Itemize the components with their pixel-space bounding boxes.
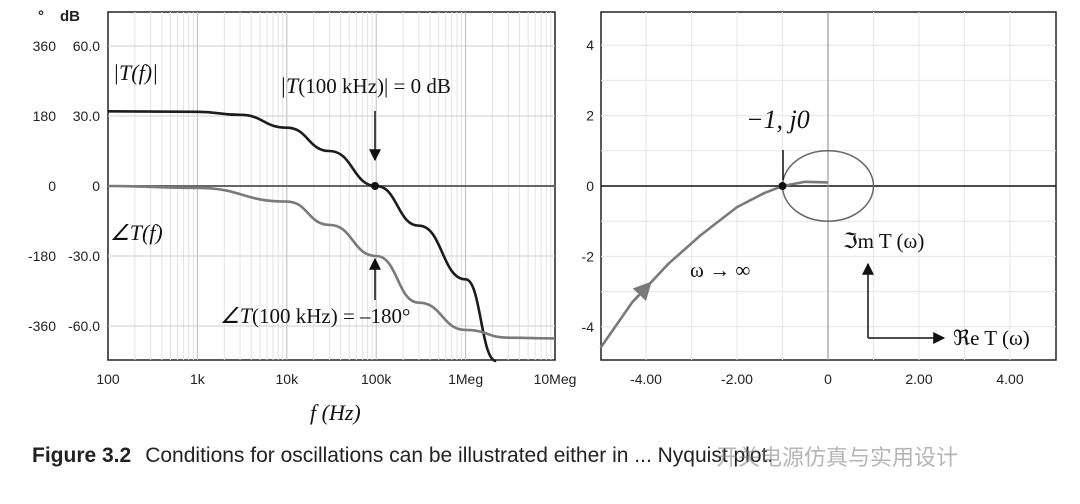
figure-caption-text: Conditions for oscillations can be illus… — [145, 444, 774, 467]
figure-label: Figure 3.2 — [32, 444, 132, 467]
nyquist-y-tick: 0 — [586, 178, 594, 194]
bode-y-ticks: 360 60.0 180 30.0 0 0 -180 -30.0 -360 -60.0 — [28, 38, 100, 334]
figure-caption: Figure 3.2 Conditions for oscillations ca… — [32, 441, 1062, 470]
nyquist-x-tick: 0 — [824, 371, 832, 387]
nyquist-plot: 4 2 0 -2 -4 -4.00 -2.00 0 2.00 4.00 −1, j0 ω → ∞… — [582, 11, 1057, 387]
bode-y-tick-db: 60.0 — [73, 38, 100, 54]
critical-point — [778, 182, 787, 190]
omega-label: ω → ∞ — [690, 258, 750, 282]
bode-y-tick-db: -30.0 — [68, 248, 100, 264]
bode-x-tick: 1Meg — [448, 371, 483, 387]
nyquist-y-ticks: 4 2 0 -2 -4 — [582, 37, 595, 335]
bode-y-tick-phase: 180 — [33, 108, 57, 124]
nyquist-x-tick: 4.00 — [996, 371, 1023, 387]
magnitude-annotation: |T(100 kHz)| = 0 dB — [280, 73, 451, 98]
crossover-point — [371, 182, 379, 190]
bode-x-tick: 100k — [361, 371, 392, 387]
bode-unit-deg: ° — [38, 8, 44, 25]
real-axis-label: ℜe T (ω) — [953, 326, 1030, 350]
nyquist-x-tick: -4.00 — [630, 371, 662, 387]
nyquist-series — [599, 180, 829, 349]
phase-series-label: ∠T(f) — [110, 220, 163, 245]
nyquist-direction-arrow — [631, 281, 652, 304]
bode-series — [107, 110, 556, 363]
bode-x-axis-label: f (Hz) — [310, 400, 361, 425]
critical-point-label: −1, j0 — [746, 105, 810, 134]
phase-annotation: ∠T(100 kHz) = –180° — [220, 303, 410, 328]
nyquist-grid — [601, 12, 1056, 360]
bode-x-tick: 10Meg — [534, 371, 577, 387]
bode-y-tick-phase: -360 — [28, 318, 56, 334]
bode-unit-db: dB — [60, 8, 80, 25]
imag-axis-label: ℑm T (ω) — [843, 229, 924, 253]
magnitude-series-label: |T(f)| — [113, 60, 158, 85]
bode-y-tick-phase: 360 — [33, 38, 57, 54]
bode-y-tick-db: 30.0 — [73, 108, 100, 124]
bode-y-tick-phase: -180 — [28, 248, 56, 264]
nyquist-y-tick: 4 — [586, 37, 594, 53]
bode-y-tick-db: -60.0 — [68, 318, 100, 334]
bode-y-tick-db: 0 — [92, 178, 100, 194]
nyquist-x-tick: 2.00 — [905, 371, 932, 387]
nyquist-y-tick: 2 — [586, 108, 594, 124]
bode-x-tick: 1k — [190, 371, 206, 387]
nyquist-y-tick: -2 — [582, 248, 595, 264]
bode-x-ticks: 100 1k 10k 100k 1Meg 10Meg — [96, 371, 576, 387]
magnitude-curve — [107, 110, 497, 363]
bode-x-tick: 10k — [276, 371, 300, 387]
bode-x-tick: 100 — [96, 371, 120, 387]
nyquist-x-ticks: -4.00 -2.00 0 2.00 4.00 — [630, 371, 1024, 387]
watermark: 开关电源仿真与实用设计 — [716, 446, 959, 471]
phase-curve — [107, 184, 556, 340]
nyquist-y-tick: -4 — [582, 319, 595, 335]
nyquist-x-tick: -2.00 — [721, 371, 753, 387]
bode-y-tick-phase: 0 — [48, 178, 56, 194]
